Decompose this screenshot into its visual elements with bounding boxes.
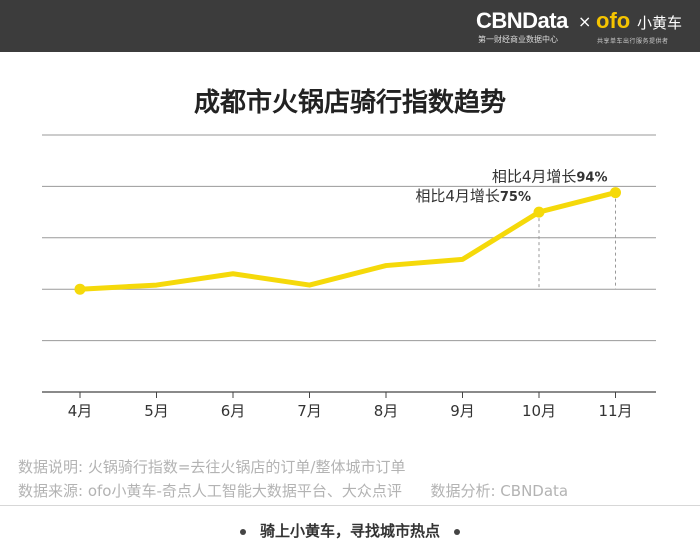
x-tick-label: 9月	[450, 402, 475, 420]
bullet-icon	[239, 528, 246, 535]
x-tick-label: 7月	[297, 402, 322, 420]
cbndata-subtitle: 第一财经商业数据中心	[478, 35, 558, 44]
ofo-subtitle: 共享单车出行服务提供者	[597, 38, 669, 45]
bullet-icon	[454, 528, 460, 535]
header-bar: CBNData 第一财经商业数据中心 × ofo 小黄车 共享单车出行服务提供者	[0, 0, 700, 52]
x-tick-label: 5月	[144, 402, 169, 420]
chart-title: 成都市火锅店骑行指数趋势	[193, 88, 506, 118]
footer-slogan: 骑上小黄车，寻找城市热点	[0, 520, 700, 541]
data-source: 数据来源: ofo小黄车-奇点人工智能大数据平台、大众点评 数据分析: CBND…	[18, 482, 569, 500]
x-tick-label: 6月	[221, 402, 246, 420]
ofo-logo: ofo	[596, 8, 631, 33]
ofo-brand-name: 小黄车	[637, 14, 683, 32]
annotation-label: 相比4月增长94%	[492, 168, 608, 186]
data-point	[74, 283, 86, 295]
x-tick-label: 8月	[374, 402, 399, 420]
cbndata-logo: CBNData	[476, 8, 568, 33]
slogan-text: 骑上小黄车，寻找城市热点	[259, 522, 440, 540]
x-tick-label: 4月	[68, 402, 93, 420]
footer-divider	[0, 505, 700, 506]
data-description: 数据说明: 火锅骑行指数=去往火锅店的订单/整体城市订单	[18, 458, 406, 476]
annotation-label: 相比4月增长75%	[415, 187, 531, 205]
x-tick-label: 11月	[598, 402, 632, 420]
data-point	[533, 206, 545, 218]
line-chart: 4月 5月 6月 7月 8月 9月 10月 11月 相比4月增长75%相比4月增长94%	[42, 134, 656, 420]
data-point	[610, 187, 621, 199]
brand-separator: ×	[578, 12, 592, 31]
series-line	[77, 190, 618, 292]
data-notes: 数据说明: 火锅骑行指数=去往火锅店的订单/整体城市订单 数据来源: ofo小黄…	[18, 455, 568, 503]
x-tick-label: 10月	[522, 402, 556, 420]
